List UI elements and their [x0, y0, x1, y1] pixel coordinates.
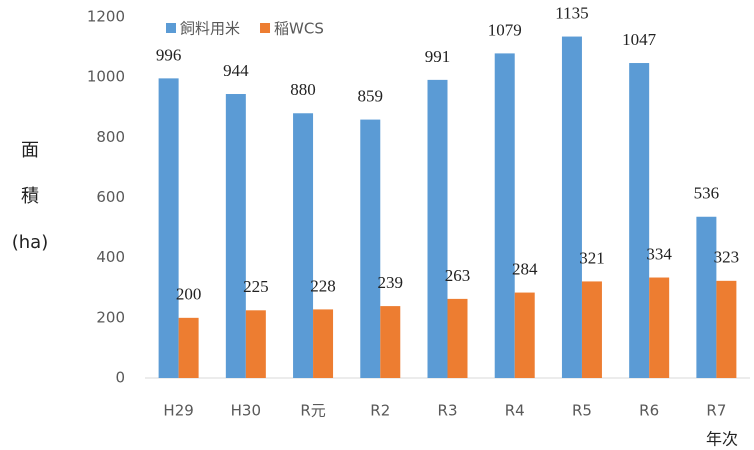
x-tick-label: R2: [370, 402, 390, 420]
legend-swatch: [166, 23, 176, 33]
x-tick-label: H30: [231, 402, 261, 420]
legend-swatch: [260, 23, 271, 33]
bar: [447, 298, 468, 378]
bar: [581, 281, 602, 378]
data-label: 1079: [488, 20, 522, 39]
y-tick-label: 600: [96, 188, 125, 206]
y-tick-label: 200: [96, 308, 125, 326]
bar: [380, 306, 401, 378]
bar: [494, 53, 515, 379]
data-label: 321: [579, 248, 605, 267]
bar: [293, 113, 314, 379]
bar: [313, 309, 334, 378]
x-tick-label: H29: [163, 402, 193, 420]
data-label: 284: [512, 259, 538, 278]
bar: [360, 119, 381, 378]
data-label: 536: [694, 184, 720, 203]
y-tick-label: 0: [115, 369, 125, 387]
bar: [716, 280, 737, 378]
x-tick-label: R元: [300, 402, 325, 420]
bar: [178, 317, 199, 378]
y-tick-label: 800: [96, 128, 125, 146]
data-label: 323: [714, 248, 740, 267]
data-label: 239: [378, 273, 404, 292]
y-tick-label: 1200: [87, 8, 125, 26]
data-label: 1047: [622, 30, 657, 49]
y-tick-label: 1000: [87, 68, 125, 86]
legend-label: 稲WCS: [274, 20, 324, 38]
bar: [561, 36, 582, 378]
bar: [225, 94, 246, 378]
data-label: 1135: [555, 3, 588, 22]
bar: [629, 63, 650, 379]
y-axis-label: 積: [21, 186, 39, 207]
x-tick-label: R6: [639, 402, 659, 420]
data-label: 991: [425, 47, 451, 66]
y-tick-label: 400: [96, 248, 125, 266]
bar: [158, 78, 179, 379]
x-tick-label: R5: [572, 402, 592, 420]
x-axis-label: 年次: [706, 430, 738, 449]
data-label: 944: [223, 61, 249, 80]
data-label: 334: [646, 244, 672, 263]
bar: [514, 292, 535, 378]
bar: [649, 277, 670, 378]
y-axis-label: 面: [21, 140, 39, 161]
data-label: 200: [176, 285, 202, 304]
bar: [696, 216, 717, 378]
bar: [427, 79, 448, 378]
bar: [245, 310, 266, 378]
y-axis-label: (ha): [12, 232, 48, 253]
data-label: 859: [358, 86, 384, 105]
data-label: 225: [243, 277, 269, 296]
x-tick-label: R4: [505, 402, 525, 420]
x-tick-label: R3: [438, 402, 458, 420]
data-label: 228: [310, 276, 336, 295]
legend-label: 飼料用米: [180, 20, 240, 38]
x-tick-label: R7: [706, 402, 726, 420]
data-label: 996: [156, 45, 182, 64]
data-label: 880: [290, 80, 316, 99]
data-label: 263: [445, 266, 471, 285]
